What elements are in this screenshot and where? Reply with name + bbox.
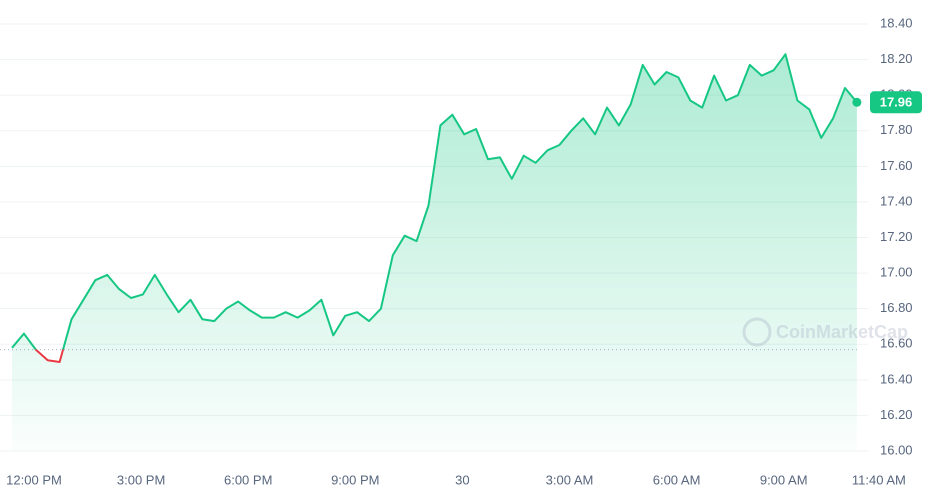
watermark: CoinMarketCap <box>742 317 908 347</box>
price-line <box>11 53 858 363</box>
y-tick-label: 16.40 <box>880 371 913 386</box>
y-tick-label: 18.40 <box>880 15 913 30</box>
x-tick-label: 9:00 PM <box>331 472 379 487</box>
x-tick-label: 12:00 PM <box>6 472 62 487</box>
price-area <box>12 54 857 451</box>
x-tick-label: 11:40 AM <box>852 472 906 487</box>
x-tick-label: 6:00 PM <box>224 472 272 487</box>
price-tag-label: 17.96 <box>880 95 913 110</box>
y-tick-label: 16.80 <box>880 300 913 315</box>
y-tick-label: 17.00 <box>880 265 913 280</box>
x-tick-label: 3:00 AM <box>546 472 594 487</box>
x-tick-label: 6:00 AM <box>653 472 701 487</box>
y-tick-label: 16.00 <box>880 442 913 457</box>
y-tick-label: 16.20 <box>880 407 913 422</box>
x-tick-label: 9:00 AM <box>760 472 808 487</box>
plot <box>0 23 868 452</box>
watermark-text: CoinMarketCap <box>776 322 908 342</box>
x-tick-label: 30 <box>455 472 469 487</box>
last-point <box>852 97 862 107</box>
x-tick-label: 3:00 PM <box>117 472 165 487</box>
y-tick-label: 16.60 <box>880 336 913 351</box>
price-tag <box>870 91 922 114</box>
y-tick-label: 17.80 <box>880 122 913 137</box>
y-tick-label: 18.20 <box>880 51 913 66</box>
y-tick-label: 17.20 <box>880 229 913 244</box>
y-tick-label: 17.40 <box>880 193 913 208</box>
y-tick-label: 17.60 <box>880 158 913 173</box>
